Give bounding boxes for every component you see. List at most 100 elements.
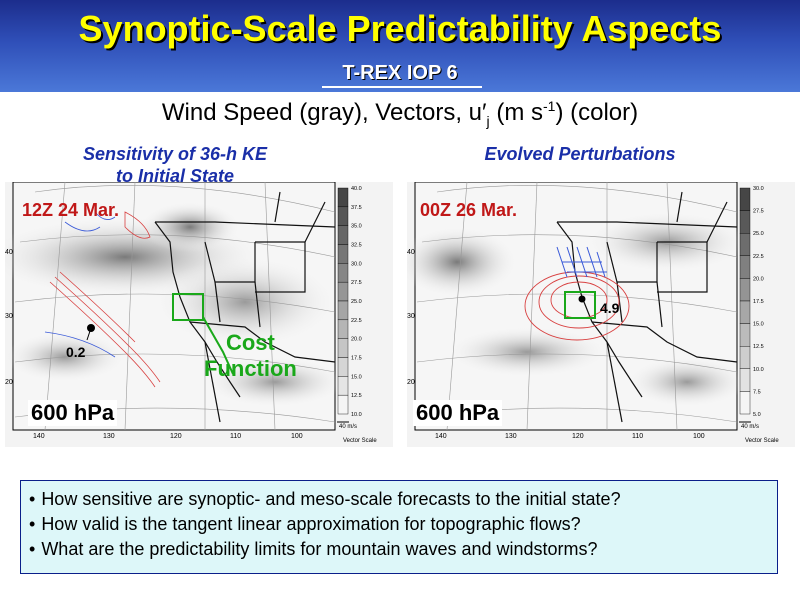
right-color-scale: 30.0 27.5 25.0 22.5 20.0 17.5 15.0 12.5 10.0 7.5 5… [739,186,764,418]
subtitle-underline [322,86,482,88]
left-lon-120: 120 [170,433,182,440]
heading-sub: j [486,112,490,129]
scale-bin [337,244,349,264]
left-time-label: 12Z 24 Mar. [22,200,120,220]
scale-bin [739,300,751,324]
scale-tick-label: 25.0 [753,231,764,237]
right-max-marker [578,295,586,303]
right-time-label: 00Z 26 Mar. [420,200,518,220]
right-vector-ref: 40 m/s [741,424,759,430]
scale-tick-label: 20.0 [753,276,764,282]
question-item: How sensitive are synoptic- and meso-sca… [29,487,769,512]
left-lat-30: 30 [5,313,13,320]
heading-sup: -1 [542,98,556,114]
left-vector-ref: 40 m/s [339,424,357,430]
scale-bin [739,255,751,279]
left-value-label: 0.2 [66,344,86,360]
left-title-line2: to Initial State [115,166,234,186]
scale-bin [337,300,349,321]
left-lon-130: 130 [103,433,115,440]
heading-text-before: Wind Speed (gray), Vectors, u [161,99,483,126]
scale-bin [739,187,751,211]
scale-bin [739,278,751,302]
scale-tick-label: 17.5 [753,299,764,305]
scale-tick-label: 27.5 [351,280,362,286]
scale-tick-label: 12.5 [753,344,764,350]
right-vector-scale: Vector Scale [745,438,779,444]
scale-bin [337,263,349,283]
question-item: How valid is the tangent linear approxim… [29,512,769,537]
header-banner [0,0,800,92]
scale-bin [337,394,349,415]
left-lat-40: 40 [5,249,13,256]
heading-text-mid: (m s [489,99,543,126]
scale-bin [739,391,751,415]
slide-title: Synoptic-Scale Predictability Aspects [78,8,722,49]
left-lat-20: 20 [5,379,13,386]
scale-tick-label: 5.0 [753,412,761,418]
scale-bin [337,357,349,377]
right-lat-20: 20 [407,379,415,386]
right-lon-110: 110 [632,433,643,440]
left-lon-100: 100 [291,433,303,440]
question-item: What are the predictability limits for m… [29,537,769,562]
left-map-graphic: 40 30 20 140 130 120 110 100 40.0 37.5 35.… [5,182,377,444]
scale-bin [739,345,751,369]
scale-tick-label: 27.5 [753,209,764,215]
right-lon-130: 130 [505,433,517,440]
right-map-graphic: 40 30 20 140 130 120 110 100 30.0 27.5 25.… [407,182,779,444]
left-title-line1: Sensitivity of 36-h KE [82,144,268,164]
heading-text-after: ) (color) [555,99,639,126]
slide-subtitle: T-REX IOP 6 [342,62,458,84]
scale-tick-label: 35.0 [351,224,362,230]
scale-tick-label: 37.5 [351,205,362,211]
right-lon-100: 100 [693,433,705,440]
scale-bin [337,376,349,396]
cost-function-label: Cost Function [204,330,297,382]
right-title-line1: Evolved Perturbations [484,144,676,164]
scale-tick-label: 15.0 [351,374,362,380]
scale-tick-label: 10.0 [753,367,764,373]
scale-tick-label: 20.0 [351,337,362,343]
right-panel-title: Evolved Perturbations [430,143,730,165]
scale-tick-label: 25.0 [351,299,362,305]
cost-line1: Cost [225,330,275,355]
scale-tick-label: 12.5 [351,393,362,399]
left-vector-scale: Vector Scale [343,438,377,444]
scale-tick-label: 30.0 [351,261,362,267]
right-lon-140: 140 [435,433,447,440]
cost-line2: Function [204,356,297,381]
scale-bin [337,319,349,339]
left-lon-140: 140 [33,433,45,440]
scale-tick-label: 17.5 [351,356,362,362]
right-value-label: 4.9 [600,300,620,316]
scale-tick-label: 32.5 [351,243,362,249]
left-lon-110: 110 [230,433,241,440]
scale-tick-label: 22.5 [351,318,362,324]
scale-tick-label: 40.0 [351,186,362,192]
left-panel-title: Sensitivity of 36-h KE to Initial State [30,143,320,187]
scale-tick-label: 7.5 [753,389,761,395]
scale-bin [739,233,751,257]
heading-prime: ′ [482,99,487,126]
right-lon-120: 120 [572,433,584,440]
scale-bin [739,323,751,347]
scale-tick-label: 30.0 [753,186,764,192]
scale-bin [739,210,751,234]
right-lat-40: 40 [407,249,415,256]
scale-tick-label: 10.0 [351,412,362,418]
right-lat-30: 30 [407,313,415,320]
plot-description: Wind Speed (gray), Vectors, u′j (m s-1) … [0,98,800,129]
left-level-label: 600 hPa [28,400,118,426]
scale-bin [337,338,349,358]
scale-bin [739,368,751,392]
scale-bin [337,187,349,208]
questions-box: How sensitive are synoptic- and meso-sca… [20,480,778,574]
scale-bin [337,225,349,245]
right-level-label: 600 hPa [413,400,503,426]
scale-tick-label: 22.5 [753,254,764,260]
scale-bin [337,206,349,226]
left-color-scale: 40.0 37.5 35.0 32.5 30.0 27.5 25.0 22.5 20.0 17.5… [337,186,362,418]
scale-tick-label: 15.0 [753,322,764,328]
scale-bin [337,281,349,302]
